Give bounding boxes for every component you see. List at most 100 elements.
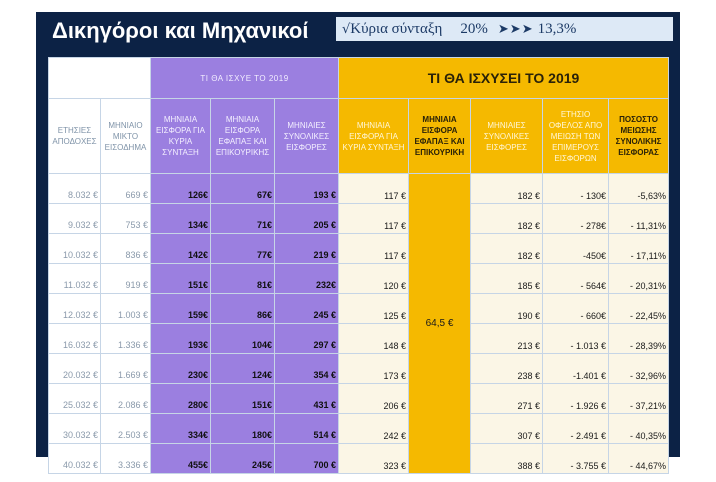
blank-header-cell <box>48 57 151 99</box>
monthly-income-cell: 753 € <box>100 203 151 234</box>
reduction-percent-cell: - 17,11% <box>608 233 670 264</box>
column-header: ΜΗΝΙΑΙΑ ΕΙΣΦΟΡΑ ΕΦΑΠΑΞ ΚΑΙ ΕΠΙΚΟΥΡΙΚΗΣ <box>210 98 275 174</box>
main-pension-new-cell: 117 € <box>338 203 410 234</box>
total-old-cell: 700 € <box>273 443 340 474</box>
column-header: ΜΗΝΙΑΙΟ ΜΙΚΤΟ ΕΙΣΟΔΗΜΑ <box>100 98 151 174</box>
annual-income-cell: 30.032 € <box>48 413 101 444</box>
annual-income-cell: 8.032 € <box>48 173 101 204</box>
monthly-income-cell: 836 € <box>100 233 151 264</box>
total-new-cell: 238 € <box>470 353 544 384</box>
main-pension-new-cell: 242 € <box>338 413 410 444</box>
main-pension-new-cell: 117 € <box>338 233 410 264</box>
lump-sum-old-cell: 81€ <box>210 263 275 294</box>
annual-benefit-cell: - 564€ <box>542 263 610 294</box>
annual-benefit-cell: - 278€ <box>542 203 610 234</box>
lump-sum-old-cell: 245€ <box>210 443 275 474</box>
lump-sum-old-cell: 104€ <box>210 323 275 354</box>
annual-income-cell: 9.032 € <box>48 203 101 234</box>
arrow-icon: ➤➤➤ <box>497 22 534 37</box>
total-new-cell: 185 € <box>470 263 544 294</box>
annual-benefit-cell: - 660€ <box>542 293 610 324</box>
reduction-percent-cell: - 37,21% <box>608 383 670 414</box>
table-row: 16.032 €1.336 €193€ 104€ 297 €148 €213 € - … <box>48 323 670 354</box>
lump-sum-new-cell: 64,5 € <box>408 173 472 474</box>
reduction-percent-cell: - 44,67% <box>608 443 670 474</box>
column-header: ΜΗΝΙΑΙΕΣ ΣΥΝΟΛΙΚΕΣ ΕΙΣΦΟΡΕΣ <box>273 98 340 174</box>
table-row: 12.032 €1.003 €159€ 86€ 245 €125 € 190 € - 6… <box>48 293 670 324</box>
monthly-income-cell: 669 € <box>100 173 151 204</box>
table-row: 9.032 €753 €134€ 71€ 205 €117 € 182 € - 278€… <box>48 203 670 234</box>
total-old-cell: 354 € <box>273 353 340 384</box>
column-header: ΜΗΝΙΑΙΑ ΕΙΣΦΟΡΑ ΓΙΑ ΚΥΡΙΑ ΣΥΝΤΑΞΗ <box>150 98 211 174</box>
annual-income-cell: 10.032 € <box>48 233 101 264</box>
total-old-cell: 205 € <box>273 203 340 234</box>
monthly-income-cell: 1.669 € <box>100 353 151 384</box>
subtitle-result: 13,3% <box>537 21 577 37</box>
annual-income-cell: 20.032 € <box>48 353 101 384</box>
reduction-percent-cell: - 32,96% <box>608 353 670 384</box>
lump-sum-old-cell: 71€ <box>210 203 275 234</box>
annual-benefit-cell: - 2.491 € <box>542 413 610 444</box>
annual-income-cell: 40.032 € <box>48 443 101 474</box>
table-row: 40.032 €3.336 €455€ 245€ 700 €323 €388 € - … <box>48 443 670 474</box>
annual-benefit-cell: -1.401 € <box>542 353 610 384</box>
lump-sum-old-cell: 67€ <box>210 173 275 204</box>
monthly-income-cell: 1.336 € <box>100 323 151 354</box>
main-pension-old-cell: 280€ <box>150 383 211 414</box>
subtitle-label: Κύρια σύνταξη <box>350 21 443 37</box>
lump-sum-old-cell: 124€ <box>210 353 275 384</box>
total-old-cell: 431 € <box>273 383 340 414</box>
annual-benefit-cell: - 1.926 € <box>542 383 610 414</box>
lump-sum-old-cell: 151€ <box>210 383 275 414</box>
main-pension-old-cell: 134€ <box>150 203 211 234</box>
lump-sum-old-cell: 86€ <box>210 293 275 324</box>
annual-benefit-cell: -450€ <box>542 233 610 264</box>
monthly-income-cell: 3.336 € <box>100 443 151 474</box>
annual-benefit-cell: - 130€ <box>542 173 610 204</box>
reduction-percent-cell: - 22,45% <box>608 293 670 324</box>
main-pension-old-cell: 126€ <box>150 173 211 204</box>
main-pension-old-cell: 193€ <box>150 323 211 354</box>
monthly-income-cell: 919 € <box>100 263 151 294</box>
annual-income-cell: 16.032 € <box>48 323 101 354</box>
reduction-percent-cell: - 11,31% <box>608 203 670 234</box>
annual-income-cell: 12.032 € <box>48 293 101 324</box>
column-header: ΜΗΝΙΑΙΕΣ ΣΥΝΟΛΙΚΕΣ ΕΙΣΦΟΡΕΣ <box>470 98 544 174</box>
page-title: Δικηγόροι και Μηχανικοί <box>52 18 309 43</box>
contributions-table: ΤΙ ΘΑ ΙΣΧΥΕ ΤΟ 2019 ΤΙ ΘΑ ΙΣΧΥΣΕΙ ΤΟ 201… <box>48 57 670 474</box>
main-pension-old-cell: 455€ <box>150 443 211 474</box>
reduction-percent-cell: - 28,39% <box>608 323 670 354</box>
column-header: ΜΗΝΙΑΙΑ ΕΙΣΦΟΡΑ ΕΦΑΠΑΞ ΚΑΙ ΕΠΙΚΟΥΡΙΚΗ <box>408 98 472 174</box>
total-new-cell: 213 € <box>470 323 544 354</box>
group-header-new: ΤΙ ΘΑ ΙΣΧΥΣΕΙ ΤΟ 2019 <box>338 57 670 99</box>
main-pension-new-cell: 120 € <box>338 263 410 294</box>
column-header: ΕΤΗΣΙΟ ΟΦΕΛΟΣ ΑΠΟ ΜΕΙΩΣΗ ΤΩΝ ΕΠΙΜΕΡΟΥΣ Ε… <box>542 98 610 174</box>
lump-sum-old-cell: 77€ <box>210 233 275 264</box>
check-icon: √ <box>342 22 351 37</box>
main-pension-old-cell: 334€ <box>150 413 211 444</box>
total-old-cell: 219 € <box>273 233 340 264</box>
total-old-cell: 297 € <box>273 323 340 354</box>
annual-income-cell: 11.032 € <box>48 263 101 294</box>
monthly-income-cell: 2.503 € <box>100 413 151 444</box>
column-header-row: ΕΤΗΣΙΕΣ ΑΠΟΔΟΧΕΣ ΜΗΝΙΑΙΟ ΜΙΚΤΟ ΕΙΣΟΔΗΜΑ … <box>48 98 670 174</box>
total-new-cell: 190 € <box>470 293 544 324</box>
table-row: 20.032 €1.669 €230€ 124€ 354 €173 € 238 € -1… <box>48 353 670 384</box>
total-new-cell: 182 € <box>470 173 544 204</box>
annual-benefit-cell: - 1.013 € <box>542 323 610 354</box>
subtitle-percent: 20% <box>460 21 488 37</box>
main-pension-old-cell: 151€ <box>150 263 211 294</box>
subtitle-banner: √Κύρια σύνταξη 20% ➤➤➤ 13,3% <box>336 17 673 41</box>
main-pension-new-cell: 148 € <box>338 323 410 354</box>
lump-sum-old-cell: 180€ <box>210 413 275 444</box>
total-old-cell: 514 € <box>273 413 340 444</box>
table-row: 11.032 €919 €151€ 81€ 232€ 120 € 185 € - 564€… <box>48 263 670 294</box>
total-old-cell: 232€ <box>273 263 340 294</box>
reduction-percent-cell: - 40,35% <box>608 413 670 444</box>
main-pension-old-cell: 159€ <box>150 293 211 324</box>
reduction-percent-cell: - 20,31% <box>608 263 670 294</box>
group-header-old: ΤΙ ΘΑ ΙΣΧΥΕ ΤΟ 2019 <box>149 57 340 99</box>
total-new-cell: 182 € <box>470 233 544 264</box>
total-new-cell: 307 € <box>470 413 544 444</box>
total-new-cell: 271 € <box>470 383 544 414</box>
